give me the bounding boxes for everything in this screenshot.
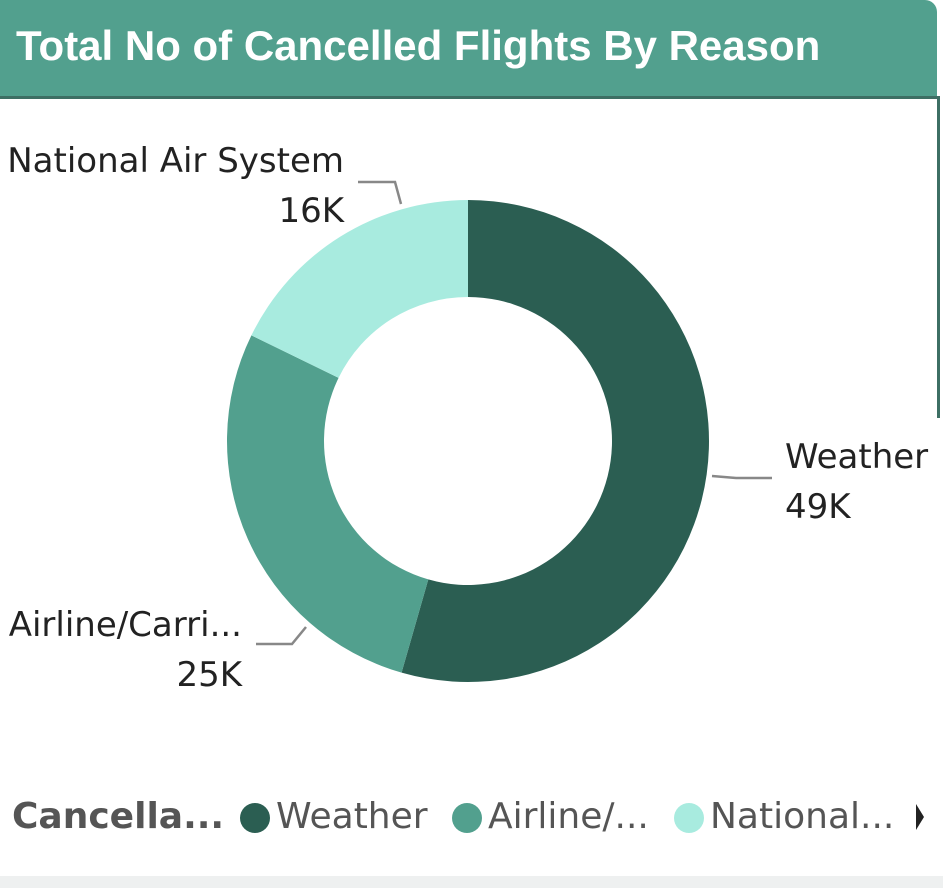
legend-title: Cancella...	[12, 796, 225, 837]
slice-label-weather-value: 49K	[785, 487, 852, 527]
slice-label-nas-name: National Air System	[7, 141, 344, 181]
donut-slice-weather[interactable]	[401, 200, 710, 683]
chart-title: Total No of Cancelled Flights By Reason	[16, 22, 821, 69]
slice-label-airline-name: Airline/Carri...	[9, 605, 242, 645]
slice-label-weather-name: Weather	[785, 437, 928, 477]
leader-line-nas	[358, 180, 403, 205]
legend-dot-nas	[674, 803, 704, 833]
legend-label-nas: National...	[710, 796, 895, 837]
leader-line-airline	[256, 626, 307, 646]
chart-header: Total No of Cancelled Flights By Reason	[0, 0, 937, 99]
leader-line-weather	[711, 474, 772, 480]
donut-slice-nas[interactable]	[251, 200, 468, 378]
legend-dot-weather	[240, 803, 270, 833]
legend-next-arrow-icon[interactable]	[916, 804, 924, 830]
donut-chart: Weather 49K Airline/Carri... 25K Nationa…	[7, 141, 928, 695]
legend-dot-airline	[452, 803, 482, 833]
donut-slice-airline[interactable]	[227, 335, 429, 673]
slice-label-nas-value: 16K	[278, 191, 345, 231]
legend-label-airline: Airline/...	[488, 796, 649, 837]
bottom-strip	[0, 876, 943, 888]
legend-label-weather: Weather	[276, 796, 428, 837]
slice-label-airline-value: 25K	[176, 655, 243, 695]
card-right-border	[937, 96, 940, 418]
chart-legend: Cancella... Weather Airline/... National…	[12, 796, 932, 844]
